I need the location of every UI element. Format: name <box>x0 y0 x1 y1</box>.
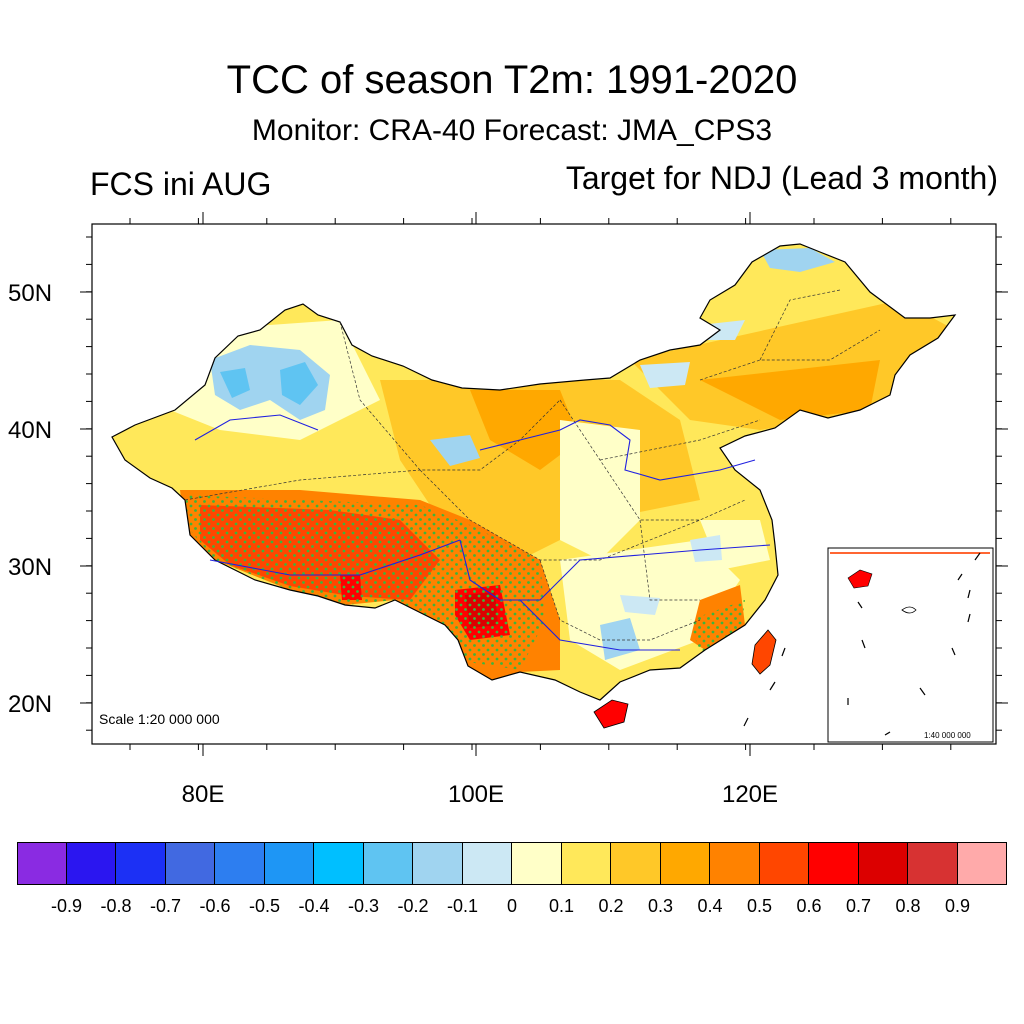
colorbar-swatch <box>413 842 463 885</box>
south-china-sea-inset <box>827 547 994 743</box>
colorbar-swatch <box>165 842 215 885</box>
axis-ticks <box>80 212 1008 756</box>
colorbar-swatch <box>17 842 67 885</box>
lon-label-80e: 80E <box>181 781 225 808</box>
coastal-island-marks <box>743 647 786 727</box>
colorbar-swatch <box>512 842 562 885</box>
lat-label-30n: 30N <box>8 554 53 581</box>
colorbar-swatch <box>264 842 314 885</box>
map-subtitle: Monitor: CRA-40 Forecast: JMA_CPS3 <box>251 114 773 147</box>
colorbar-swatch <box>314 842 364 885</box>
colorbar-swatch <box>759 842 809 885</box>
colorbar <box>17 842 1007 885</box>
lon-label-100e: 100E <box>447 781 505 808</box>
taiwan-island <box>751 629 777 675</box>
colorbar-swatch <box>363 842 413 885</box>
colorbar-swatch <box>660 842 710 885</box>
map-title: TCC of season T2m: 1991-2020 <box>226 58 798 102</box>
target-season-label: Target for NDJ (Lead 3 month) <box>565 160 998 196</box>
colorbar-swatch <box>116 842 166 885</box>
hainan-island <box>593 699 629 729</box>
colorbar-swatch <box>561 842 611 885</box>
colorbar-swatch <box>858 842 908 885</box>
lon-label-120e: 120E <box>721 781 779 808</box>
rivers <box>194 414 771 651</box>
colorbar-swatch <box>215 842 265 885</box>
colorbar-swatch <box>66 842 116 885</box>
colorbar-swatch <box>462 842 512 885</box>
forecast-init-label: FCS ini AUG <box>90 166 272 202</box>
province-boundaries <box>184 289 881 641</box>
map-scale-text: Scale 1:20 000 000 <box>99 711 220 727</box>
colorbar-swatch <box>809 842 859 885</box>
colorbar-swatch <box>957 842 1007 885</box>
lat-label-40n: 40N <box>8 417 53 444</box>
inset-scale-text: 1:40 000 000 <box>924 731 971 740</box>
lat-label-20n: 20N <box>8 691 53 718</box>
colorbar-swatch <box>611 842 661 885</box>
china-border <box>111 243 957 701</box>
colorbar-swatch <box>908 842 958 885</box>
lat-label-50n: 50N <box>8 280 53 307</box>
colorbar-swatch <box>710 842 760 885</box>
